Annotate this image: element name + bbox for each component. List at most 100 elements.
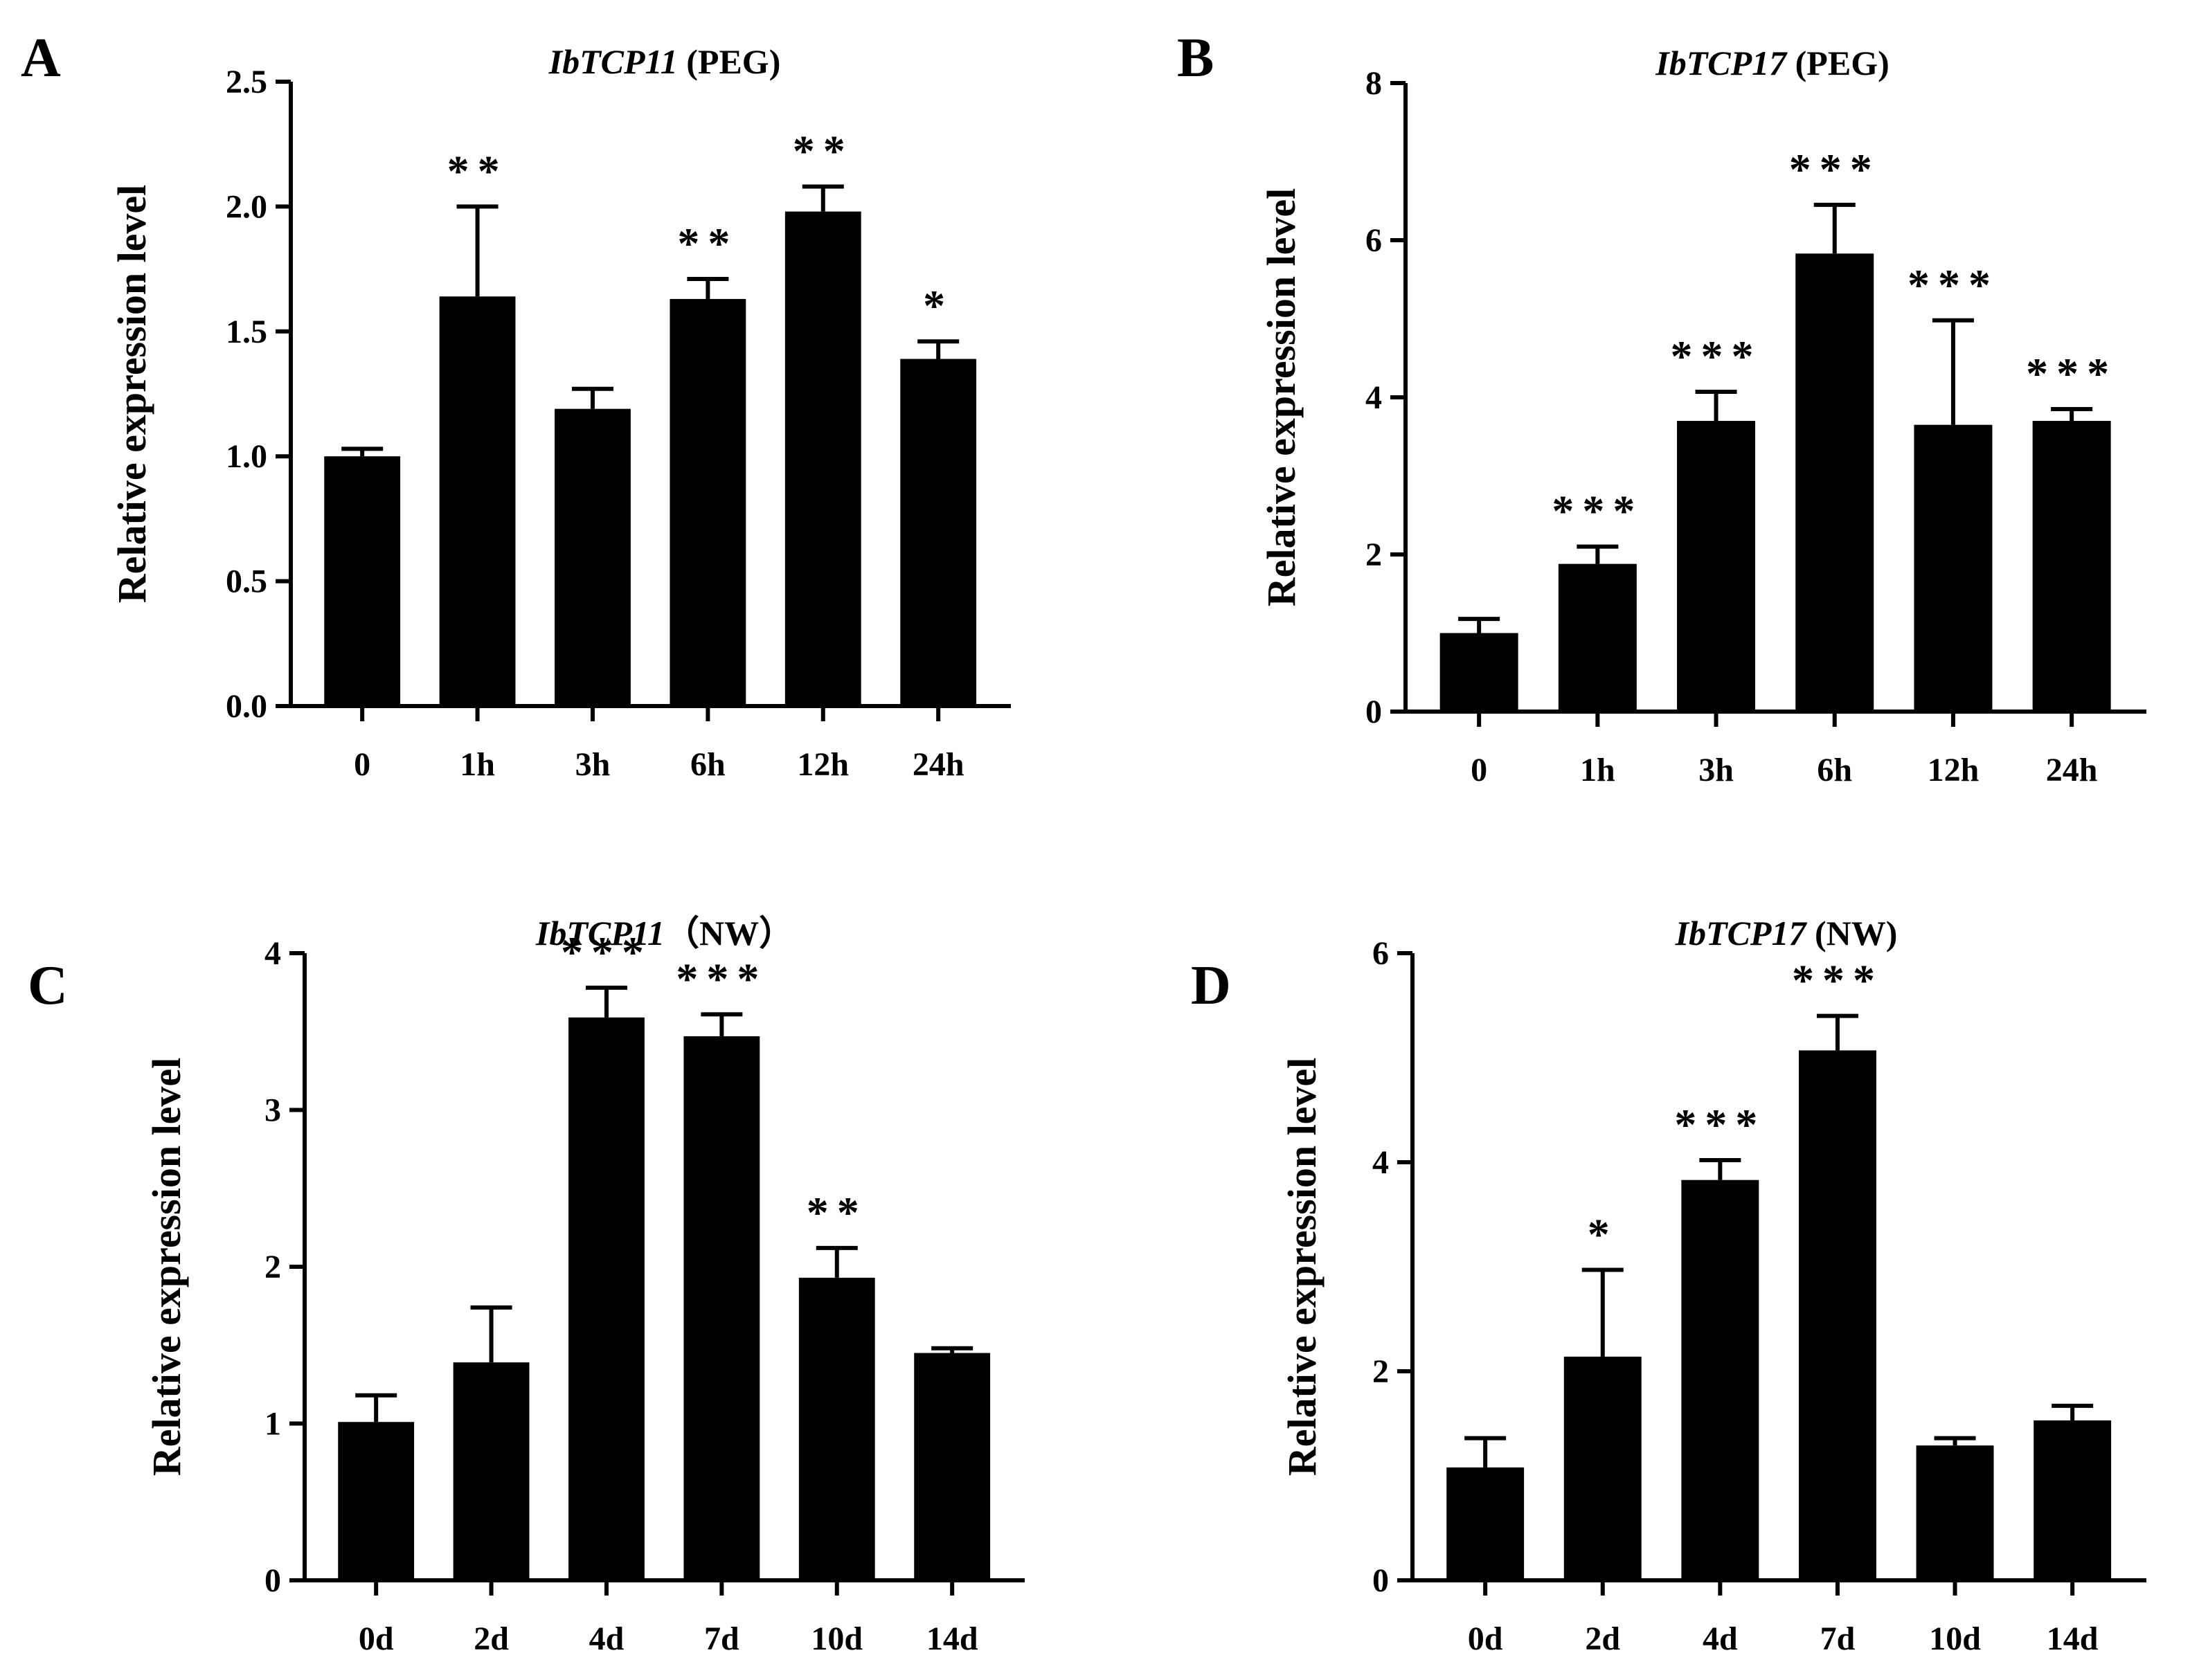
x-tick-label: 12h (1928, 752, 1980, 788)
bar-2d (453, 1362, 530, 1580)
y-tick-label: 8 (1365, 65, 1382, 102)
y-tick-label: 1 (264, 1406, 281, 1443)
bar-4d (568, 1017, 645, 1580)
x-tick-label: 0 (1471, 752, 1487, 788)
y-tick-label: 0.5 (226, 563, 267, 600)
title-gene: IbTCP17 (1675, 914, 1808, 952)
x-tick-label: 10d (811, 1620, 863, 1657)
chart-title: IbTCP11 (PEG) (548, 42, 781, 81)
y-tick-label: 0.0 (226, 688, 267, 725)
significance-label: *** (1552, 487, 1643, 536)
bar-12h (784, 211, 861, 707)
x-tick-label: 2d (1585, 1620, 1620, 1657)
significance-label: *** (1792, 956, 1883, 1005)
x-tick-label: 4d (1703, 1620, 1738, 1657)
bar-0d (1446, 1467, 1525, 1580)
panel-letter: C (28, 955, 68, 1016)
title-gene: IbTCP17 (1655, 44, 1788, 82)
panel-letter: A (21, 28, 61, 89)
x-tick-label: 1h (460, 746, 495, 783)
title-gene: IbTCP11 (535, 914, 665, 952)
x-tick-label: 0 (354, 746, 370, 783)
x-tick-label: 7d (1820, 1620, 1856, 1657)
bar-24h (2032, 421, 2111, 712)
y-axis-label: Relative expression level (144, 1058, 189, 1476)
title-gene: IbTCP11 (548, 42, 678, 81)
bar-4d (1681, 1180, 1759, 1580)
y-tick-label: 0 (1372, 1562, 1389, 1599)
significance-label: ** (447, 146, 508, 195)
significance-label: *** (1789, 145, 1881, 194)
bar-0 (324, 456, 401, 706)
x-tick-label: 1h (1580, 752, 1615, 788)
y-tick-label: 4 (1372, 1144, 1389, 1181)
bar-7d (683, 1036, 760, 1580)
bar-6h (1795, 253, 1874, 712)
y-axis-label: Relative expression level (1280, 1058, 1325, 1476)
y-tick-label: 1.0 (226, 438, 267, 475)
bar-3h (555, 408, 631, 706)
x-tick-label: 14d (2047, 1620, 2099, 1657)
bar-10d (1916, 1445, 1994, 1580)
significance-label: *** (676, 954, 767, 1003)
y-tick-label: 4 (1365, 379, 1382, 416)
bar-2d (1563, 1356, 1642, 1580)
y-tick-label: 3 (264, 1092, 281, 1129)
significance-label: *** (561, 928, 652, 977)
significance-label: ** (807, 1188, 868, 1237)
y-tick-label: 2 (1372, 1353, 1389, 1390)
chart-panel-a: A IbTCP11 (PEG) Relative expression level 0… (21, 28, 1011, 783)
bar-1h (1558, 563, 1637, 712)
x-tick-label: 6h (1817, 752, 1852, 788)
y-tick-label: 2.5 (226, 64, 267, 100)
title-treatment: （NW） (665, 914, 793, 952)
significance-label: * (923, 281, 953, 330)
bar-3h (1677, 421, 1756, 712)
x-tick-label: 14d (926, 1620, 978, 1657)
chart-title: IbTCP17 (NW) (1675, 914, 1898, 952)
bar-12h (1914, 424, 1993, 712)
bar-14d (914, 1353, 991, 1580)
panel-letter: B (1177, 28, 1214, 89)
x-tick-label: 2d (474, 1620, 509, 1657)
bar-10d (798, 1277, 875, 1580)
title-treatment: (PEG) (678, 42, 781, 81)
y-tick-label: 0 (264, 1562, 281, 1599)
bar-1h (439, 296, 516, 707)
x-tick-label: 10d (1929, 1620, 1981, 1657)
significance-label: ** (677, 219, 738, 268)
bar-7d (1798, 1050, 1876, 1580)
bar-0 (1439, 633, 1518, 712)
x-tick-label: 12h (797, 746, 849, 783)
x-tick-label: 24h (2046, 752, 2098, 788)
significance-label: *** (1674, 1100, 1766, 1149)
chart-title: IbTCP11（NW） (535, 914, 793, 952)
y-tick-label: 1.5 (226, 314, 267, 350)
y-tick-label: 2.0 (226, 188, 267, 225)
x-tick-label: 0d (1468, 1620, 1503, 1657)
title-treatment: (PEG) (1786, 44, 1890, 82)
y-tick-label: 6 (1365, 222, 1382, 259)
x-tick-label: 24h (913, 746, 964, 783)
bar-14d (2034, 1420, 2112, 1580)
panel-letter: D (1191, 955, 1231, 1016)
significance-label: *** (1908, 260, 1999, 309)
chart-panel-d: D IbTCP17 (NW) Relative expression level 0 2… (1191, 914, 2146, 1657)
y-tick-label: 4 (264, 935, 281, 972)
chart-panel-b: B IbTCP17 (PEG) Relative expression level 0… (1177, 28, 2146, 788)
significance-label: *** (1671, 332, 1762, 381)
x-tick-label: 0d (359, 1620, 394, 1657)
bar-6h (670, 298, 746, 706)
bar-0d (338, 1422, 415, 1580)
y-axis-label: Relative expression level (109, 185, 154, 604)
x-tick-label: 3h (575, 746, 611, 783)
y-axis-label: Relative expression level (1259, 188, 1304, 607)
y-tick-label: 2 (1365, 536, 1382, 573)
bar-24h (900, 359, 977, 706)
significance-label: ** (793, 127, 854, 176)
y-tick-label: 6 (1372, 935, 1389, 972)
x-tick-label: 4d (589, 1620, 625, 1657)
significance-label: *** (2026, 349, 2117, 398)
chart-title: IbTCP17 (PEG) (1655, 44, 1890, 82)
